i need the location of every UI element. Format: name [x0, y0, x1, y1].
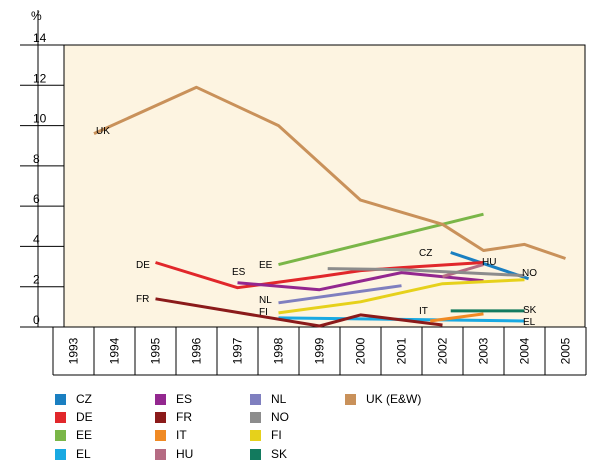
- series-line-uk: [93, 85, 566, 260]
- legend-label: NO: [271, 410, 289, 424]
- series-line-no: [327, 267, 525, 278]
- legend-item: FI: [250, 428, 282, 442]
- y-tick-label: 14: [33, 31, 47, 45]
- legend: CZ ES NL UK (E&W) DE FR NO EE IT FI EL HU SK: [55, 392, 575, 462]
- legend-swatch: [155, 393, 166, 405]
- legend-swatch: [55, 411, 66, 423]
- legend-swatch: [345, 393, 356, 405]
- legend-label: NL: [271, 392, 287, 406]
- legend-label: FI: [271, 428, 282, 442]
- y-tick-label: 2: [33, 273, 40, 287]
- legend-label: DE: [76, 410, 93, 424]
- series-label-ee: EE: [259, 260, 273, 271]
- legend-item: SK: [250, 447, 287, 461]
- series-line-de: [155, 261, 484, 290]
- legend-swatch: [55, 429, 66, 441]
- legend-item: HU: [155, 447, 193, 461]
- series-line-ee: [278, 212, 484, 267]
- legend-swatch: [55, 393, 66, 405]
- legend-item: NO: [250, 410, 289, 424]
- legend-swatch: [250, 393, 261, 405]
- legend-swatch: [55, 448, 66, 460]
- x-tick-label: 2005: [559, 337, 573, 364]
- series-line-es: [237, 271, 484, 292]
- x-tick-label: 1996: [190, 337, 204, 364]
- plot-area: [63, 44, 586, 328]
- x-tick-label: 2004: [518, 337, 532, 364]
- legend-swatch: [250, 429, 261, 441]
- legend-label: ES: [176, 392, 193, 406]
- x-axis: 1993 1994 1995 1996 1997 1998 1999 2000 2001 2002…: [52, 327, 587, 376]
- legend-swatch: [155, 411, 166, 423]
- series-line-it: [430, 312, 484, 323]
- legend-swatch: [155, 429, 166, 441]
- legend-label: SK: [271, 447, 288, 461]
- legend-label: EL: [76, 447, 91, 461]
- series-line-el: [278, 316, 525, 323]
- x-tick-label: 2001: [395, 337, 409, 364]
- legend-label: IT: [176, 428, 187, 442]
- x-tick-label: 2003: [477, 337, 491, 364]
- y-tick-label: 8: [33, 152, 40, 166]
- series-label-uk: UK: [96, 126, 110, 137]
- x-tick-label: 1998: [272, 337, 286, 364]
- y-axis: % 0 2 4 6 8 10 12 14: [20, 9, 64, 328]
- legend-item: DE: [55, 410, 93, 424]
- series-label-fr: FR: [136, 294, 149, 305]
- legend-label: EE: [76, 428, 93, 442]
- legend-label: UK (E&W): [366, 392, 422, 406]
- series-label-es: ES: [232, 267, 246, 278]
- series-label-nl: NL: [259, 295, 272, 306]
- y-axis-unit-label: %: [31, 9, 42, 23]
- series-line-nl: [278, 284, 402, 305]
- x-tick-label: 1999: [313, 337, 327, 364]
- legend-item: IT: [155, 428, 187, 442]
- legend-item: EE: [55, 428, 92, 442]
- legend-item: CZ: [55, 392, 92, 406]
- x-tick-label: 1993: [67, 337, 81, 364]
- series-line-fi: [278, 278, 525, 315]
- y-tick-label: 12: [33, 71, 47, 85]
- series-label-fi: FI: [259, 307, 268, 318]
- legend-label: HU: [176, 447, 194, 461]
- x-tick-label: 1997: [231, 337, 245, 364]
- legend-label: FR: [176, 410, 192, 424]
- series-label-el: EL: [523, 317, 536, 328]
- x-tick-label: 2000: [354, 337, 368, 364]
- legend-swatch: [250, 448, 261, 460]
- series-lines: [93, 85, 566, 328]
- series-label-hu: HU: [482, 257, 496, 268]
- series-label-no: NO: [522, 268, 537, 279]
- legend-swatch: [250, 411, 261, 423]
- y-tick-label: 6: [33, 192, 40, 206]
- series-label-it: IT: [419, 306, 428, 317]
- legend-item: FR: [155, 410, 192, 424]
- legend-swatch: [155, 448, 166, 460]
- x-tick-label: 1994: [108, 337, 122, 364]
- legend-item: ES: [155, 392, 192, 406]
- y-tick-label: 0: [33, 313, 40, 327]
- legend-label: CZ: [76, 392, 92, 406]
- x-tick-label: 1995: [149, 337, 163, 364]
- y-tick-label: 4: [33, 232, 40, 246]
- legend-item: UK (E&W): [345, 392, 421, 406]
- legend-item: NL: [250, 392, 286, 406]
- series-label-cz: CZ: [419, 248, 432, 259]
- series-line-hu: [442, 263, 484, 279]
- y-tick-label: 10: [33, 112, 47, 126]
- legend-item: EL: [55, 447, 91, 461]
- series-label-de: DE: [136, 260, 150, 271]
- series-labels: CZ DE EE EL ES FR IT HU NL NO FI SK UK: [96, 126, 537, 328]
- series-line-fr: [155, 297, 443, 328]
- x-tick-label: 2002: [436, 337, 450, 364]
- series-label-sk: SK: [523, 305, 537, 316]
